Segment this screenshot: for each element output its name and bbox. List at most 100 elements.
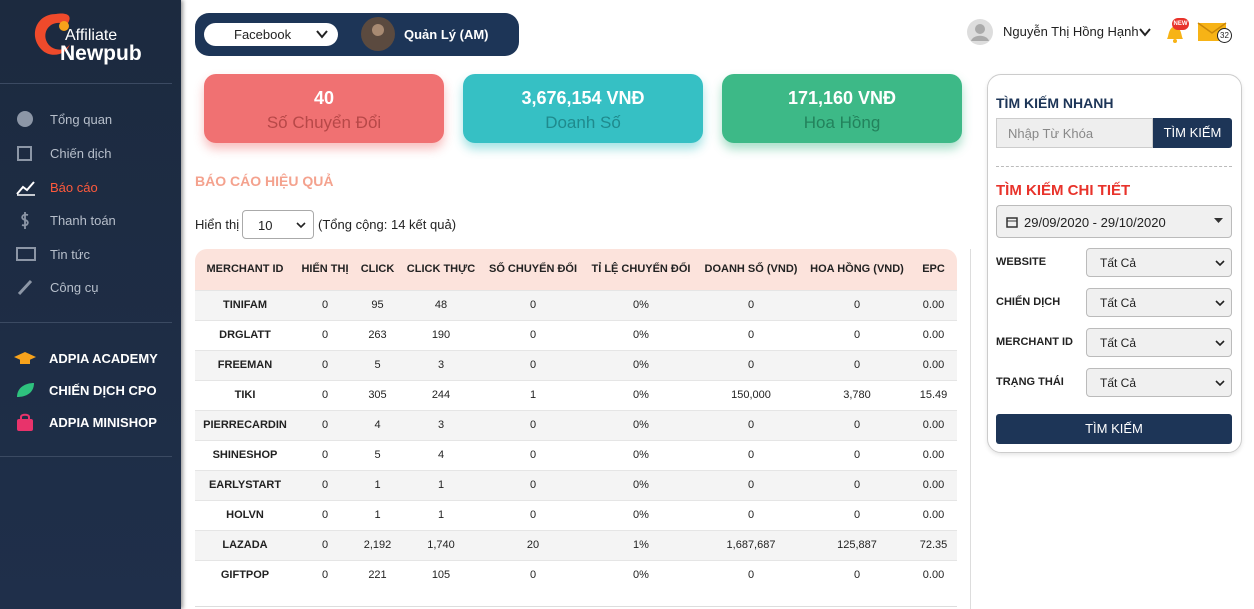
table-cell: 0% [584, 439, 698, 470]
table-cell: 0 [295, 409, 355, 440]
table-row: EARLYSTART 0 1 1 0 0% 0 0 0.00 [195, 469, 957, 500]
role: Quản Lý (AM) [404, 27, 489, 42]
column-divider [970, 249, 971, 609]
table-cell: 0.00 [910, 349, 957, 380]
table-cell: 0 [295, 529, 355, 560]
date-range-picker[interactable]: 29/09/2020 - 29/10/2020 [996, 205, 1232, 238]
table-row: TIKI 0 305 244 1 0% 150,000 3,780 15.49 [195, 379, 957, 410]
table-cell: 0 [804, 349, 910, 380]
table-cell: EARLYSTART [195, 469, 295, 500]
table-cell: 2,192 [355, 529, 400, 560]
table-cell: 0 [698, 559, 804, 590]
extra-link[interactable]: CHIẾN DỊCH CPO [14, 381, 157, 399]
table-cell: 244 [400, 379, 482, 410]
stat-card: 3,676,154 VNĐ Doanh Số [463, 74, 703, 143]
filter-value[interactable]: Tất Cả [1100, 335, 1137, 350]
search-button[interactable]: TÌM KIẾM [996, 414, 1232, 444]
table-cell: PIERRECARDIN [195, 409, 295, 440]
table-cell: TINIFAM [195, 289, 295, 320]
menu-item[interactable]: Báo cáo [16, 178, 98, 196]
table-cell: 0 [295, 469, 355, 500]
filter-label: TRẠNG THÁI [996, 376, 1064, 388]
extra-link[interactable]: ADPIA ACADEMY [14, 349, 158, 367]
table-cell: 0% [584, 559, 698, 590]
table-cell: 0 [295, 319, 355, 350]
filter-value[interactable]: Tất Cả [1100, 295, 1137, 310]
page-size-select[interactable]: 10 [242, 210, 314, 239]
stat-value: 171,160 VNĐ [787, 88, 897, 108]
menu-item[interactable]: Tin tức [16, 245, 90, 263]
extra-label[interactable]: ADPIA ACADEMY [49, 350, 158, 366]
platform-value[interactable]: Facebook [234, 27, 292, 42]
menu-item[interactable]: Tổng quan [16, 110, 112, 128]
report-table-wrap: MERCHANT ID HIỂN THỊ CLICK CLICK THỰC SỐ CHU… [195, 249, 957, 590]
filter-select[interactable]: Tất Cả [1086, 288, 1232, 317]
filter-select[interactable]: Tất Cả [1086, 368, 1232, 397]
table-cell: 0.00 [910, 409, 957, 440]
stat-card: 40 Số Chuyển Đổi [204, 74, 444, 143]
table-cell: 4 [355, 409, 400, 440]
caret [1215, 340, 1225, 347]
date-range[interactable]: 29/09/2020 - 29/10/2020 [1024, 215, 1166, 230]
total-count: (Tổng cộng: 14 kết quả) [318, 217, 457, 232]
platform-select[interactable]: Facebook [204, 23, 338, 46]
table-cell: 95 [355, 289, 400, 320]
button-label[interactable]: TÌM KIẾM [1085, 421, 1143, 436]
table-cell: 3 [400, 349, 482, 380]
table-cell: 0 [295, 499, 355, 530]
table-cell: LAZADA [195, 529, 295, 560]
filter-label: MERCHANT ID [996, 336, 1073, 348]
filter-select[interactable]: Tất Cả [1086, 248, 1232, 277]
table-cell: 105 [400, 559, 482, 590]
table-cell: 0 [698, 499, 804, 530]
mail-count: 32 [1217, 28, 1232, 43]
menu-label[interactable]: Báo cáo [50, 179, 98, 195]
table-cell: TIKI [195, 379, 295, 410]
table-cell: 1% [584, 529, 698, 560]
extra-link[interactable]: ADPIA MINISHOP [14, 413, 157, 431]
menu-item[interactable]: Chiến dịch [16, 144, 111, 162]
extra-label[interactable]: ADPIA MINISHOP [49, 414, 157, 430]
table-cell: 0% [584, 289, 698, 320]
extra-label[interactable]: CHIẾN DỊCH CPO [49, 382, 157, 398]
table-cell: DRGLATT [195, 319, 295, 350]
report-title: BÁO CÁO HIỆU QUẢ [195, 173, 334, 189]
table-cell: 263 [355, 319, 400, 350]
filter-value[interactable]: Tất Cả [1100, 375, 1137, 390]
keyword-input[interactable]: Nhập Từ Khóa [996, 118, 1153, 148]
table-cell: 125,887 [804, 529, 910, 560]
icon [14, 352, 36, 364]
menu-label[interactable]: Tổng quan [50, 111, 113, 127]
filter-value[interactable]: Tất Cả [1100, 255, 1137, 270]
menu-label[interactable]: Tin tức [50, 246, 91, 262]
stat-label: Doanh Số [545, 113, 621, 132]
menu-item[interactable]: Công cụ [16, 278, 98, 296]
table-row: SHINESHOP 0 5 4 0 0% 0 0 0.00 [195, 439, 957, 470]
menu-label[interactable]: Chiến dịch [50, 145, 112, 161]
table-cell: 1 [482, 379, 584, 410]
keyword-placeholder[interactable]: Nhập Từ Khóa [1008, 126, 1094, 141]
filter-label: WEBSITE [996, 256, 1047, 268]
quick-search-button[interactable]: TÌM KIẾM [1153, 118, 1232, 148]
page-size[interactable]: 10 [258, 218, 273, 233]
caret [1139, 28, 1151, 37]
icon [17, 111, 33, 127]
icon [17, 383, 34, 397]
menu-item[interactable]: Thanh toán [16, 211, 116, 229]
menu-label[interactable]: Thanh toán [50, 212, 116, 228]
stat-value: 3,676,154 VNĐ [521, 88, 645, 108]
stat-value: 40 [313, 88, 335, 108]
button-label[interactable]: TÌM KIẾM [1163, 125, 1222, 140]
table-cell: SHINESHOP [195, 439, 295, 470]
table-cell: 0 [295, 349, 355, 380]
table-cell: 305 [355, 379, 400, 410]
table-cell: GIFTPOP [195, 559, 295, 590]
table-cell: HOLVN [195, 499, 295, 530]
filter-label: CHIẾN DỊCH [996, 296, 1061, 308]
user-avatar [967, 19, 993, 45]
table-cell: 4 [400, 439, 482, 470]
user-name[interactable]: Nguyễn Thị Hồng Hạnh [1003, 24, 1139, 39]
filter-select[interactable]: Tất Cả [1086, 328, 1232, 357]
table-cell: 0 [804, 409, 910, 440]
menu-label[interactable]: Công cụ [50, 279, 99, 295]
